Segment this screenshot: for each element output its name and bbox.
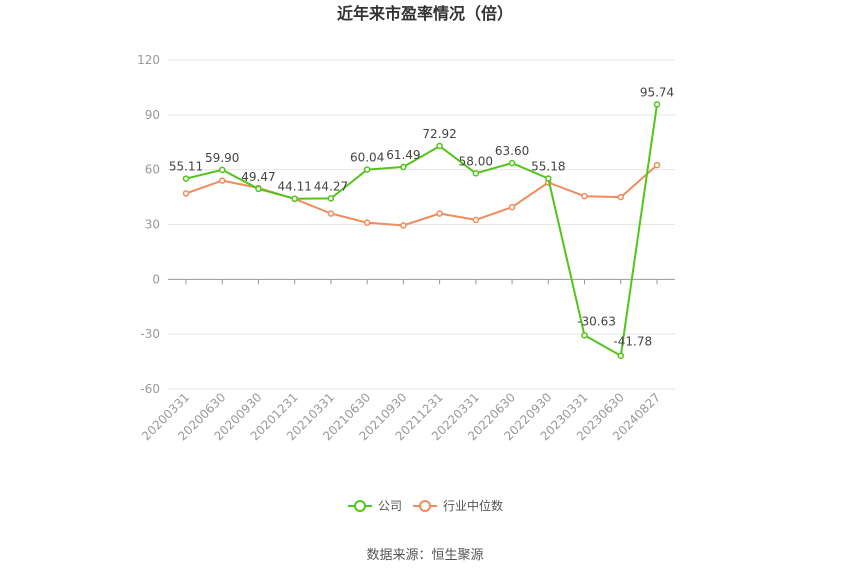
data-point-industry-median <box>400 222 407 229</box>
legend-label-industry-median: 行业中位数 <box>443 498 503 513</box>
data-point-industry-median <box>436 210 443 217</box>
data-point-industry-median <box>472 216 480 224</box>
y-tick-label: 120 <box>137 53 160 67</box>
data-point-company <box>327 195 335 202</box>
data-point-company <box>581 332 588 339</box>
legend-swatch-marker <box>354 500 366 512</box>
legend: 公司 行业中位数 <box>348 498 503 513</box>
data-point-company <box>400 163 407 171</box>
y-tick-label: 0 <box>152 272 160 286</box>
data-point-company <box>218 166 226 174</box>
data-point-company <box>291 195 298 202</box>
series-line-company <box>185 104 658 357</box>
data-point-industry-median <box>182 190 190 197</box>
data-label-company: 95.74 <box>640 85 674 99</box>
data-point-industry-median <box>508 203 516 211</box>
data-point-company <box>472 170 480 177</box>
data-label-company: 44.27 <box>314 179 348 193</box>
data-label-company: 61.49 <box>386 148 420 162</box>
y-tick-label: 90 <box>145 108 160 122</box>
axis-layer: -60-300306090120202003312020063020200930… <box>137 53 675 443</box>
data-point-company <box>182 175 190 182</box>
series-layer <box>182 101 661 359</box>
data-label-company: 44.11 <box>278 180 312 194</box>
y-tick-label: 30 <box>145 218 160 232</box>
y-tick-label: 60 <box>145 163 160 177</box>
data-point-company <box>653 101 661 108</box>
data-label-company: 58.00 <box>459 154 493 168</box>
legend-label-company: 公司 <box>378 499 402 513</box>
data-point-company <box>508 159 516 167</box>
y-tick-label: -30 <box>140 327 160 341</box>
data-label-company: 55.11 <box>169 160 203 174</box>
data-label-company: 55.18 <box>531 159 565 173</box>
data-label-company: -41.78 <box>613 335 652 349</box>
data-point-company <box>255 185 262 193</box>
data-point-company <box>617 352 625 359</box>
grid-layer <box>168 59 675 390</box>
data-label-company: -30.63 <box>577 314 616 328</box>
data-point-company <box>363 166 371 173</box>
data-point-company <box>436 142 443 150</box>
data-source: 数据来源：恒生聚源 <box>366 548 483 563</box>
data-label-company: 59.90 <box>205 151 239 165</box>
data-label-company: 63.60 <box>495 144 529 158</box>
data-label-company: 72.92 <box>422 127 456 141</box>
data-label-company: 49.47 <box>241 170 275 184</box>
legend-item-company[interactable]: 公司 <box>348 499 402 513</box>
data-point-industry-median <box>327 210 335 217</box>
data-point-industry-median <box>581 192 588 200</box>
y-tick-label: -60 <box>140 382 160 396</box>
data-point-industry-median <box>363 219 371 226</box>
data-point-industry-median <box>617 193 625 201</box>
data-point-industry-median <box>218 177 226 184</box>
legend-swatch-marker <box>419 500 431 512</box>
data-point-company <box>545 175 552 182</box>
data-label-company: 60.04 <box>350 151 384 165</box>
chart-title: 近年来市盈率情况（倍） <box>337 4 513 23</box>
legend-item-industry-median[interactable]: 行业中位数 <box>413 498 503 513</box>
data-point-industry-median <box>653 161 661 169</box>
